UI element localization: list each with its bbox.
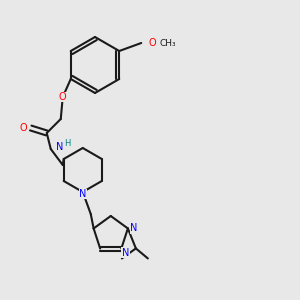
Text: CH₃: CH₃ <box>160 38 177 47</box>
Text: H: H <box>64 140 71 148</box>
Text: N: N <box>122 248 129 258</box>
Text: N: N <box>56 142 63 152</box>
Text: O: O <box>148 38 156 48</box>
Text: O: O <box>59 92 67 102</box>
Text: N: N <box>79 189 86 199</box>
Text: N: N <box>130 224 138 233</box>
Text: O: O <box>20 123 28 133</box>
